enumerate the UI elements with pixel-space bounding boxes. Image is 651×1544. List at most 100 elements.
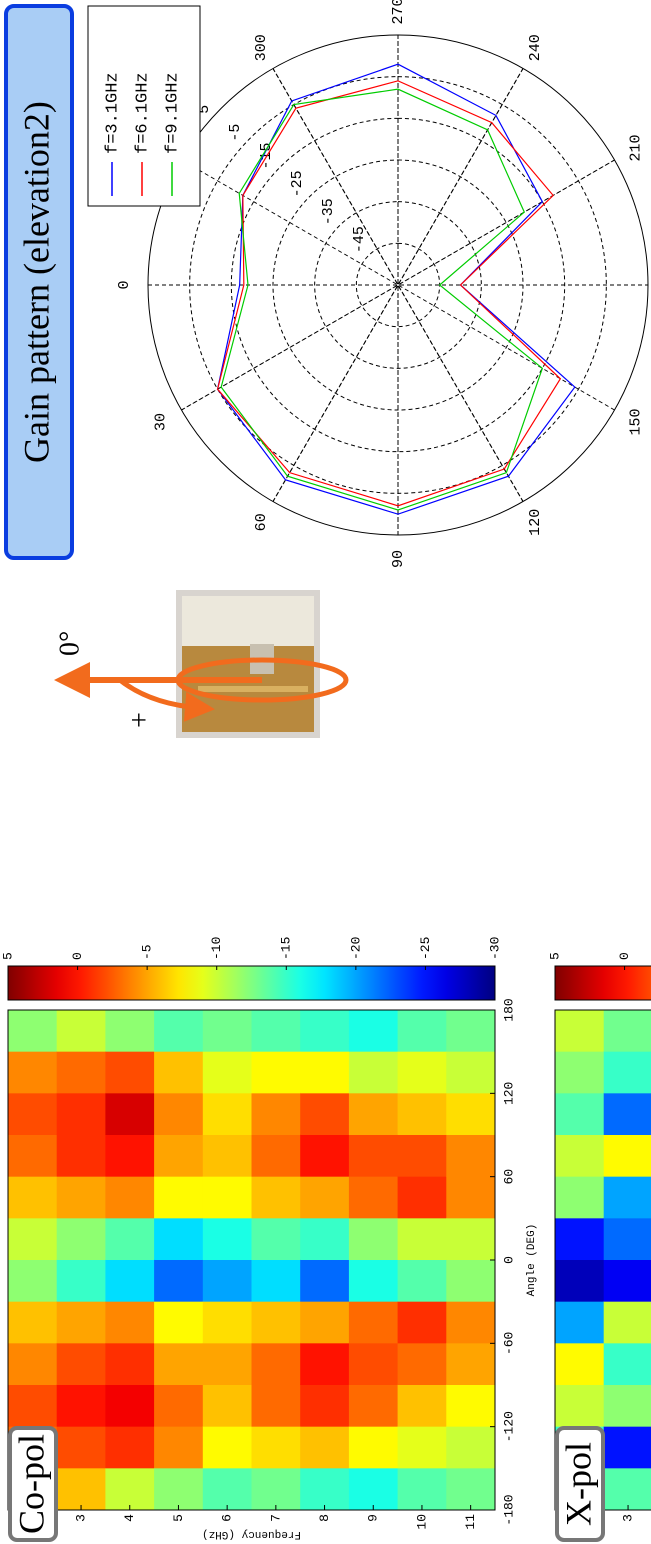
heatmap-cell bbox=[57, 1218, 106, 1260]
y-tick-label: 8 bbox=[317, 1514, 332, 1522]
heatmap-cell bbox=[446, 1385, 495, 1427]
colorbar bbox=[8, 966, 495, 1000]
y-tick-label: 3 bbox=[73, 1514, 88, 1522]
heatmap-cell bbox=[203, 1385, 252, 1427]
heatmap-cell bbox=[203, 1468, 252, 1510]
colorbar-tick-label: 5 bbox=[547, 952, 562, 960]
heatmap-cell bbox=[8, 1093, 57, 1135]
heatmap-cell bbox=[446, 1010, 495, 1052]
heatmap-cell bbox=[105, 1260, 154, 1302]
angular-tick-label: 210 bbox=[627, 134, 644, 161]
heatmap-cell bbox=[105, 1468, 154, 1510]
heatmap-cell bbox=[555, 1010, 604, 1052]
heatmap-cell bbox=[8, 1385, 57, 1427]
heatmap-cell bbox=[105, 1051, 154, 1093]
colorbar-tick-label: -15 bbox=[279, 937, 294, 960]
heatmap-cell bbox=[57, 1385, 106, 1427]
heatmap-cell bbox=[349, 1010, 398, 1052]
heatmap-cell bbox=[604, 1010, 651, 1052]
panel-label: Co-pol bbox=[10, 1428, 56, 1540]
heatmap-cell bbox=[203, 1426, 252, 1468]
heatmap-cell bbox=[604, 1260, 651, 1302]
y-axis-label: Frequency (GHz) bbox=[202, 1528, 301, 1540]
heatmap-cell bbox=[300, 1010, 349, 1052]
heatmap-cell bbox=[446, 1218, 495, 1260]
angular-tick-label: 150 bbox=[627, 408, 644, 435]
heatmap-cell bbox=[57, 1468, 106, 1510]
heatmap-cell bbox=[349, 1343, 398, 1385]
heatmap-cell bbox=[604, 1343, 651, 1385]
heatmap-cell bbox=[57, 1343, 106, 1385]
heatmap-cell bbox=[398, 1385, 447, 1427]
heatmap-cell bbox=[300, 1093, 349, 1135]
heatmap-cell bbox=[300, 1218, 349, 1260]
x-axis-label: Angle (DEG) bbox=[526, 1224, 538, 1297]
y-tick-label: 6 bbox=[220, 1514, 235, 1522]
heatmap-cell bbox=[555, 1176, 604, 1218]
panel-label: X-pol bbox=[557, 1428, 603, 1540]
heatmap-cell bbox=[154, 1135, 203, 1177]
heatmap-cell bbox=[398, 1343, 447, 1385]
heatmap-cell bbox=[105, 1010, 154, 1052]
heatmap-cell bbox=[8, 1343, 57, 1385]
heatmap-cell bbox=[349, 1260, 398, 1302]
heatmap-cell bbox=[398, 1010, 447, 1052]
heatmap-cell bbox=[555, 1385, 604, 1427]
heatmap-cell bbox=[300, 1343, 349, 1385]
angular-tick-label: 270 bbox=[390, 0, 407, 25]
heatmap-cell bbox=[252, 1385, 301, 1427]
heatmap-cell bbox=[300, 1260, 349, 1302]
heatmap-cell bbox=[57, 1093, 106, 1135]
heatmap-cell bbox=[446, 1176, 495, 1218]
figure: 0° + -180-120-60060120180234567891011Ang… bbox=[0, 0, 651, 1544]
heatmap-cell bbox=[154, 1093, 203, 1135]
y-tick-label: 5 bbox=[171, 1514, 186, 1522]
angular-tick-label: 60 bbox=[253, 513, 270, 531]
heatmap-cell bbox=[203, 1135, 252, 1177]
heatmap-cell bbox=[398, 1468, 447, 1510]
heatmap-cell bbox=[349, 1468, 398, 1510]
x-tick-label: -180 bbox=[501, 1494, 516, 1525]
heatmap-cell bbox=[8, 1260, 57, 1302]
heatmap-cell bbox=[300, 1468, 349, 1510]
heatmap-cell bbox=[154, 1385, 203, 1427]
heatmap-cell bbox=[604, 1385, 651, 1427]
y-tick-label: 10 bbox=[414, 1514, 429, 1530]
colorbar-tick-label: 0 bbox=[617, 952, 632, 960]
heatmap-cell bbox=[446, 1468, 495, 1510]
radial-tick-label: -45 bbox=[351, 226, 368, 253]
panel-label-text: X-pol bbox=[558, 1442, 598, 1526]
colorbar-tick-label: -10 bbox=[209, 937, 224, 960]
angular-tick-label: 300 bbox=[253, 34, 270, 61]
heatmap-cell bbox=[154, 1426, 203, 1468]
radial-tick-label: -25 bbox=[289, 170, 306, 197]
x-tick-label: 180 bbox=[501, 998, 516, 1021]
heatmap-cell bbox=[446, 1426, 495, 1468]
heatmap-cell bbox=[105, 1301, 154, 1343]
colorbar-tick-label: 0 bbox=[70, 952, 85, 960]
heatmap-cell bbox=[398, 1426, 447, 1468]
heatmap-cell bbox=[154, 1051, 203, 1093]
heatmap-cell bbox=[57, 1260, 106, 1302]
heatmap-cell bbox=[203, 1260, 252, 1302]
heatmap-cell bbox=[154, 1010, 203, 1052]
heatmap-cell bbox=[349, 1135, 398, 1177]
heatmap-cell bbox=[398, 1135, 447, 1177]
heatmap-cell bbox=[8, 1301, 57, 1343]
y-tick-label: 9 bbox=[366, 1514, 381, 1522]
heatmap-cell bbox=[349, 1176, 398, 1218]
polar-background bbox=[148, 35, 648, 535]
heatmap-cell bbox=[398, 1051, 447, 1093]
heatmap-cell bbox=[203, 1051, 252, 1093]
heatmap-cell bbox=[203, 1176, 252, 1218]
heatmap-cell bbox=[398, 1218, 447, 1260]
colorbar-tick-label: -5 bbox=[140, 944, 155, 960]
heatmap-cell bbox=[300, 1051, 349, 1093]
heatmap-cell bbox=[105, 1093, 154, 1135]
heatmap bbox=[8, 1010, 496, 1511]
heatmap-cell bbox=[300, 1135, 349, 1177]
heatmap-cell bbox=[57, 1426, 106, 1468]
heatmap-cell bbox=[105, 1218, 154, 1260]
heatmap-cell bbox=[446, 1051, 495, 1093]
heatmap-cell bbox=[203, 1301, 252, 1343]
